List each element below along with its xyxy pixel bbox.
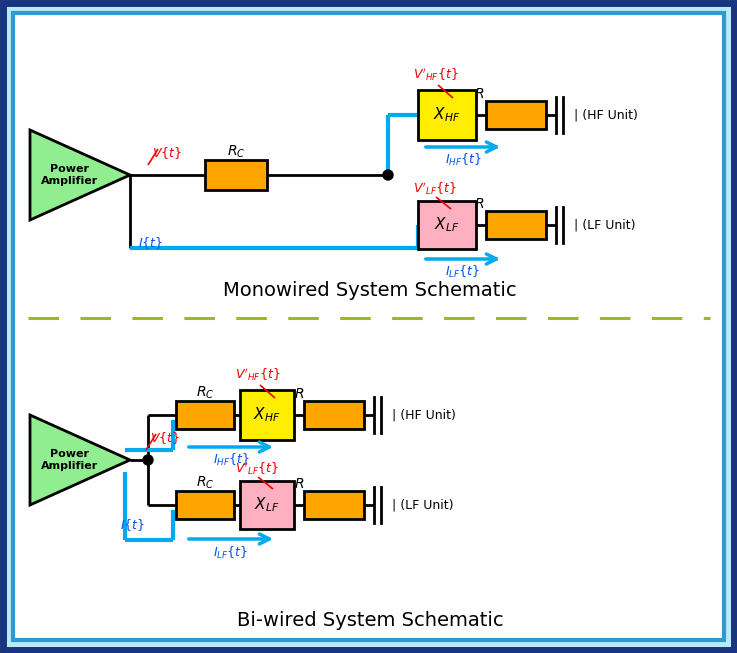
Bar [205,160,267,190]
Text: Bi-wired System Schematic: Bi-wired System Schematic [237,611,503,629]
Text: $R_C$: $R_C$ [196,385,214,401]
Text: $X_{HF}$: $X_{HF}$ [433,106,461,124]
Bar [418,201,476,249]
Text: | (HF Unit): | (HF Unit) [392,409,456,421]
Text: $I_{HF}\{t\}$: $I_{HF}\{t\}$ [444,152,481,168]
Text: $X_{LF}$: $X_{LF}$ [434,215,460,234]
Circle shape [143,455,153,465]
Text: $I_{HF}\{t\}$: $I_{HF}\{t\}$ [212,452,250,468]
Bar [486,101,546,129]
Text: | (HF Unit): | (HF Unit) [574,108,638,121]
Bar [486,211,546,239]
Text: $V\{t\}$: $V\{t\}$ [150,430,180,446]
Text: $I_{LF}\{t\}$: $I_{LF}\{t\}$ [445,264,481,280]
Text: Monowired System Schematic: Monowired System Schematic [223,281,517,300]
Text: $R$: $R$ [294,387,304,401]
Bar [418,90,476,140]
Text: $I_{LF}\{t\}$: $I_{LF}\{t\}$ [214,545,248,561]
Bar [176,401,234,429]
Text: $R$: $R$ [294,477,304,491]
Text: $R_C$: $R_C$ [196,475,214,491]
Text: | (LF Unit): | (LF Unit) [574,219,635,232]
Text: $R$: $R$ [474,87,484,101]
Text: $R$: $R$ [474,197,484,211]
Bar [240,390,294,440]
Bar [304,401,364,429]
Text: $R_C$: $R_C$ [227,144,245,160]
Text: Power
Amplifier: Power Amplifier [41,164,99,186]
Polygon shape [30,130,130,220]
Text: $X_{HF}$: $X_{HF}$ [254,406,281,424]
Text: $V'_{LF}\{t\}$: $V'_{LF}\{t\}$ [235,461,279,477]
Text: $V'_{LF}\{t\}$: $V'_{LF}\{t\}$ [413,181,457,197]
Text: $V'_{HF}\{t\}$: $V'_{HF}\{t\}$ [413,67,458,84]
Text: $I\{t\}$: $I\{t\}$ [120,517,145,533]
Text: | (LF Unit): | (LF Unit) [392,498,453,511]
Bar [304,491,364,519]
Text: Power
Amplifier: Power Amplifier [41,449,99,471]
Bar [176,491,234,519]
Text: $V'_{HF}\{t\}$: $V'_{HF}\{t\}$ [235,367,281,383]
Circle shape [383,170,393,180]
Text: $V\{t\}$: $V\{t\}$ [152,145,182,161]
Polygon shape [30,415,130,505]
Text: $X_{LF}$: $X_{LF}$ [254,496,279,515]
Text: $I\{t\}$: $I\{t\}$ [138,235,163,251]
Bar [240,481,294,529]
